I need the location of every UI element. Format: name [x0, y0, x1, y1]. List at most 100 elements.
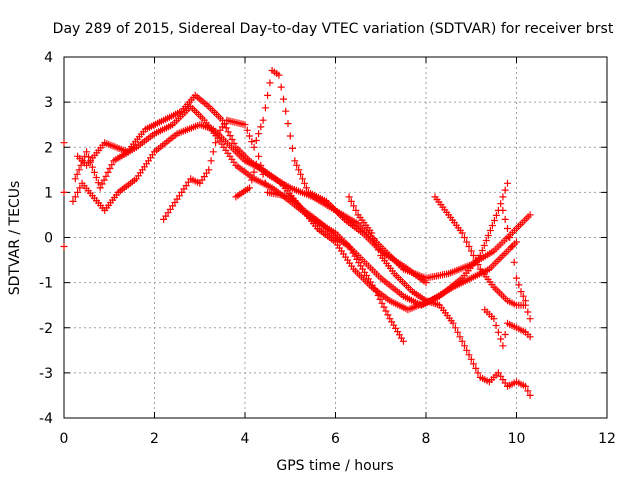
data-marker	[499, 193, 507, 201]
data-marker	[375, 272, 383, 280]
data-marker	[463, 238, 471, 246]
data-marker	[461, 342, 468, 350]
data-marker	[74, 188, 82, 196]
data-marker	[480, 242, 488, 249]
data-marker	[451, 324, 459, 332]
data-marker	[339, 213, 346, 221]
data-marker	[90, 168, 98, 176]
data-marker	[347, 197, 355, 205]
data-marker	[510, 227, 518, 234]
chart-title: Day 289 of 2015, Sidereal Day-to-day VTE…	[53, 21, 614, 37]
data-point	[458, 337, 466, 345]
data-marker	[212, 139, 220, 147]
data-marker	[374, 292, 382, 299]
series-track-10	[60, 139, 68, 250]
data-marker	[357, 262, 365, 270]
data-marker	[130, 176, 138, 184]
series-track-5	[232, 152, 407, 345]
data-marker	[98, 180, 106, 188]
data-point	[83, 148, 91, 156]
data-marker	[224, 128, 232, 136]
data-marker	[257, 123, 265, 131]
data-marker	[330, 232, 338, 240]
data-marker	[166, 205, 174, 213]
data-marker	[250, 168, 258, 176]
data-marker	[73, 170, 81, 178]
data-marker	[264, 91, 272, 99]
series-track-6	[345, 193, 534, 399]
data-marker	[102, 172, 110, 180]
data-marker	[194, 178, 201, 186]
data-point	[69, 197, 77, 205]
data-marker	[293, 161, 301, 169]
data-point	[517, 288, 525, 296]
data-marker	[299, 175, 306, 183]
data-point	[467, 247, 475, 255]
y-tick-label: -2	[39, 321, 53, 337]
data-marker	[239, 155, 247, 163]
data-marker	[207, 125, 215, 133]
data-marker	[289, 144, 296, 152]
data-marker	[524, 387, 532, 395]
data-marker	[497, 200, 505, 208]
data-point	[526, 315, 534, 323]
data-marker	[484, 232, 492, 239]
data-marker	[297, 170, 305, 178]
data-marker	[461, 234, 468, 241]
data-marker	[252, 160, 260, 168]
data-marker	[261, 104, 269, 112]
data-marker	[388, 267, 396, 275]
data-marker	[492, 322, 500, 329]
data-marker	[71, 193, 79, 201]
data-point	[522, 297, 529, 305]
data-marker	[447, 317, 455, 325]
data-marker	[519, 381, 527, 389]
data-marker	[506, 234, 514, 241]
data-marker	[406, 286, 414, 294]
data-marker	[397, 291, 405, 298]
data-marker	[370, 284, 378, 292]
data-marker	[248, 176, 256, 184]
data-marker	[376, 295, 384, 303]
data-marker	[280, 95, 287, 103]
data-marker	[266, 183, 274, 191]
data-marker	[225, 141, 233, 149]
data-marker	[502, 295, 509, 303]
data-point	[255, 152, 263, 160]
data-marker	[510, 323, 518, 331]
data-marker	[472, 364, 480, 372]
data-marker	[320, 196, 328, 204]
data-point	[467, 355, 475, 363]
data-marker	[510, 258, 518, 266]
series-track-8	[481, 306, 534, 350]
data-marker	[79, 157, 87, 165]
data-marker	[76, 184, 84, 192]
data-marker	[243, 126, 251, 134]
y-tick-label: -4	[39, 411, 53, 427]
data-marker	[85, 153, 93, 161]
x-tick-label: 2	[150, 431, 159, 447]
data-marker	[443, 270, 451, 278]
data-marker	[494, 328, 502, 336]
data-marker	[510, 300, 518, 308]
data-marker	[207, 157, 215, 165]
data-marker	[149, 151, 156, 159]
data-marker	[504, 225, 511, 232]
y-tick-label: -1	[39, 276, 53, 292]
x-tick-label: 6	[331, 431, 340, 447]
data-marker	[246, 132, 253, 140]
data-point	[513, 274, 520, 282]
data-point	[60, 139, 68, 147]
data-marker	[92, 174, 100, 181]
data-marker	[149, 131, 156, 139]
data-marker	[492, 371, 500, 379]
data-layer	[60, 67, 534, 399]
data-marker	[203, 101, 211, 109]
data-marker	[104, 168, 112, 176]
data-marker	[378, 299, 386, 307]
x-tick-label: 4	[241, 431, 250, 447]
data-point	[499, 342, 507, 350]
data-marker	[488, 281, 496, 289]
data-point	[71, 175, 79, 183]
data-marker	[108, 161, 116, 169]
